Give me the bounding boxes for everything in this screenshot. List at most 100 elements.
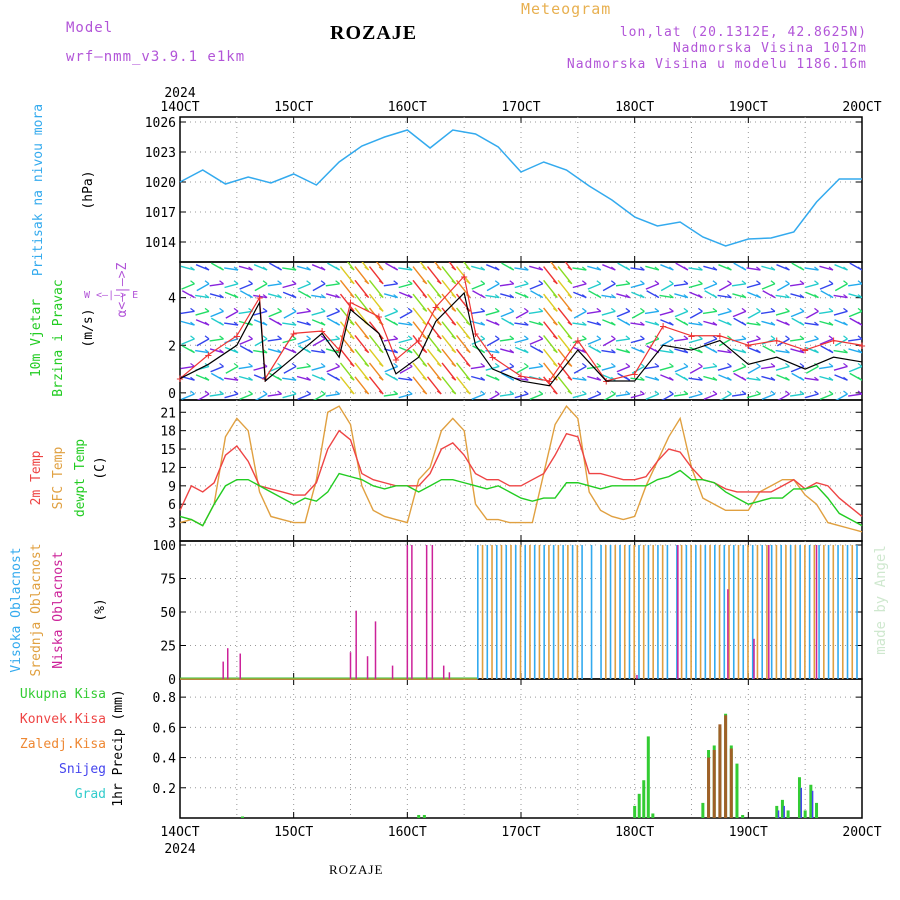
wind-arrow bbox=[572, 393, 587, 399]
wind-arrow bbox=[587, 338, 602, 345]
wind-arrow bbox=[587, 393, 602, 400]
wind-arrow bbox=[747, 365, 761, 374]
wind-arrow bbox=[775, 365, 790, 371]
wind-compass-h: W <—|—> E bbox=[84, 290, 138, 301]
x-tick-label-top: 16OCT bbox=[388, 100, 427, 115]
precip-legend-item: Snijeg bbox=[59, 762, 106, 777]
wind-arrow bbox=[471, 283, 485, 290]
wind-arrow bbox=[630, 267, 645, 271]
wind-arrow bbox=[572, 267, 587, 271]
wind-arrow bbox=[238, 265, 253, 271]
wind-arrow bbox=[384, 310, 398, 318]
wind-arrow bbox=[731, 393, 747, 397]
y-tick-label: 6 bbox=[168, 498, 176, 513]
total-rain-bar bbox=[741, 814, 745, 818]
y-tick-label: 0.4 bbox=[153, 752, 177, 767]
x-tick-label-top: 20OCT bbox=[842, 100, 881, 115]
wind-arrow bbox=[515, 310, 529, 319]
y-tick-label: 21 bbox=[160, 406, 176, 421]
wind-arrow bbox=[703, 283, 718, 290]
wind-arrow bbox=[470, 365, 485, 370]
y-tick-label: 2 bbox=[168, 339, 176, 354]
wind-arrow bbox=[486, 338, 500, 347]
total-rain-bar bbox=[417, 814, 421, 818]
wind-arrow bbox=[384, 365, 398, 373]
precip-legend-item: Konvek.Kisa bbox=[20, 712, 106, 727]
wind-arrow bbox=[543, 362, 558, 381]
wind-arrow bbox=[572, 377, 587, 381]
wind-arrow bbox=[325, 283, 340, 287]
wind-arrow bbox=[398, 377, 413, 381]
wind-arrow bbox=[412, 321, 428, 340]
gust-marker: + bbox=[432, 300, 439, 314]
wind-arrow bbox=[209, 393, 224, 397]
gust-marker: + bbox=[256, 291, 263, 305]
y-tick-label: 15 bbox=[160, 443, 176, 458]
x-tick-label-top: 19OCT bbox=[729, 100, 768, 115]
wind-arrow bbox=[645, 265, 660, 271]
wind-arrow bbox=[448, 262, 457, 271]
meteogram-title: Meteogram bbox=[521, 0, 612, 18]
wind-arrow bbox=[630, 377, 645, 381]
total-rain-bar bbox=[642, 780, 646, 818]
x-tick-label-bottom: 17OCT bbox=[501, 825, 540, 840]
y-tick-label: 3 bbox=[168, 517, 176, 532]
wind-compass-v: α<—|—>Z bbox=[115, 262, 130, 317]
wind-arrow bbox=[441, 279, 457, 298]
wind-arrow bbox=[210, 310, 224, 318]
wind-arrow bbox=[311, 349, 326, 354]
temp-label-2: SFC Temp bbox=[51, 447, 66, 510]
cloud-label-1: Visoka Oblacnost bbox=[9, 547, 24, 672]
wind-arrow bbox=[761, 283, 776, 290]
wind-arrow bbox=[805, 310, 819, 319]
wind-arrow bbox=[777, 393, 790, 400]
wind-arrow bbox=[688, 377, 703, 381]
y-tick-label: 0 bbox=[168, 387, 176, 402]
wind-arrow bbox=[572, 338, 587, 344]
y-tick-label: 18 bbox=[160, 425, 176, 440]
cloud-label-3: Niska Oblacnost bbox=[51, 551, 66, 668]
wind-arrow bbox=[325, 338, 340, 342]
wind-arrow bbox=[383, 283, 398, 287]
wind-arrow bbox=[661, 393, 674, 400]
y-tick-label: 1020 bbox=[145, 176, 176, 191]
temp-2m-line bbox=[179, 429, 863, 518]
wind-arrow bbox=[717, 310, 732, 316]
wind-arrow bbox=[674, 365, 689, 373]
wind-arrow bbox=[645, 393, 660, 400]
wind-arrow bbox=[761, 320, 776, 326]
wind-arrow bbox=[224, 267, 239, 271]
x-tick-label-top: 14OCT bbox=[160, 100, 199, 115]
wind-arrow bbox=[586, 310, 601, 315]
wind-arrow bbox=[514, 338, 529, 344]
wind-arrow bbox=[339, 279, 355, 298]
wind-arrow bbox=[775, 310, 790, 316]
wind-arrow bbox=[719, 393, 732, 400]
wind-arrow bbox=[254, 338, 268, 347]
wind-arrow bbox=[441, 307, 457, 326]
x-tick-label-bottom: 16OCT bbox=[388, 825, 427, 840]
wind-arrow bbox=[239, 283, 253, 290]
wind-arrow bbox=[660, 283, 674, 292]
wind-arrow bbox=[485, 294, 500, 299]
wind-arrow bbox=[471, 265, 485, 271]
wind-arrow bbox=[209, 338, 224, 342]
wind-arrow bbox=[603, 393, 616, 400]
snow-bar bbox=[800, 787, 802, 818]
wind-arrow bbox=[296, 310, 311, 315]
wind-arrow bbox=[833, 365, 848, 371]
gust-marker: + bbox=[688, 329, 695, 343]
wind-arrow bbox=[282, 393, 297, 399]
wind-arrow bbox=[354, 279, 370, 298]
x-tick-label-bottom: 18OCT bbox=[615, 825, 654, 840]
wind-arrow bbox=[644, 310, 659, 315]
wind-arrow bbox=[455, 334, 471, 354]
temp-unit: (C) bbox=[93, 456, 108, 479]
wind-arrow bbox=[239, 393, 253, 400]
wind-arrow bbox=[703, 375, 718, 381]
snow-bar bbox=[777, 810, 780, 818]
wind-arrow bbox=[180, 283, 181, 285]
total-rain-bar bbox=[646, 736, 650, 818]
wind-arrow bbox=[398, 267, 413, 271]
wind-arrow bbox=[441, 348, 457, 367]
